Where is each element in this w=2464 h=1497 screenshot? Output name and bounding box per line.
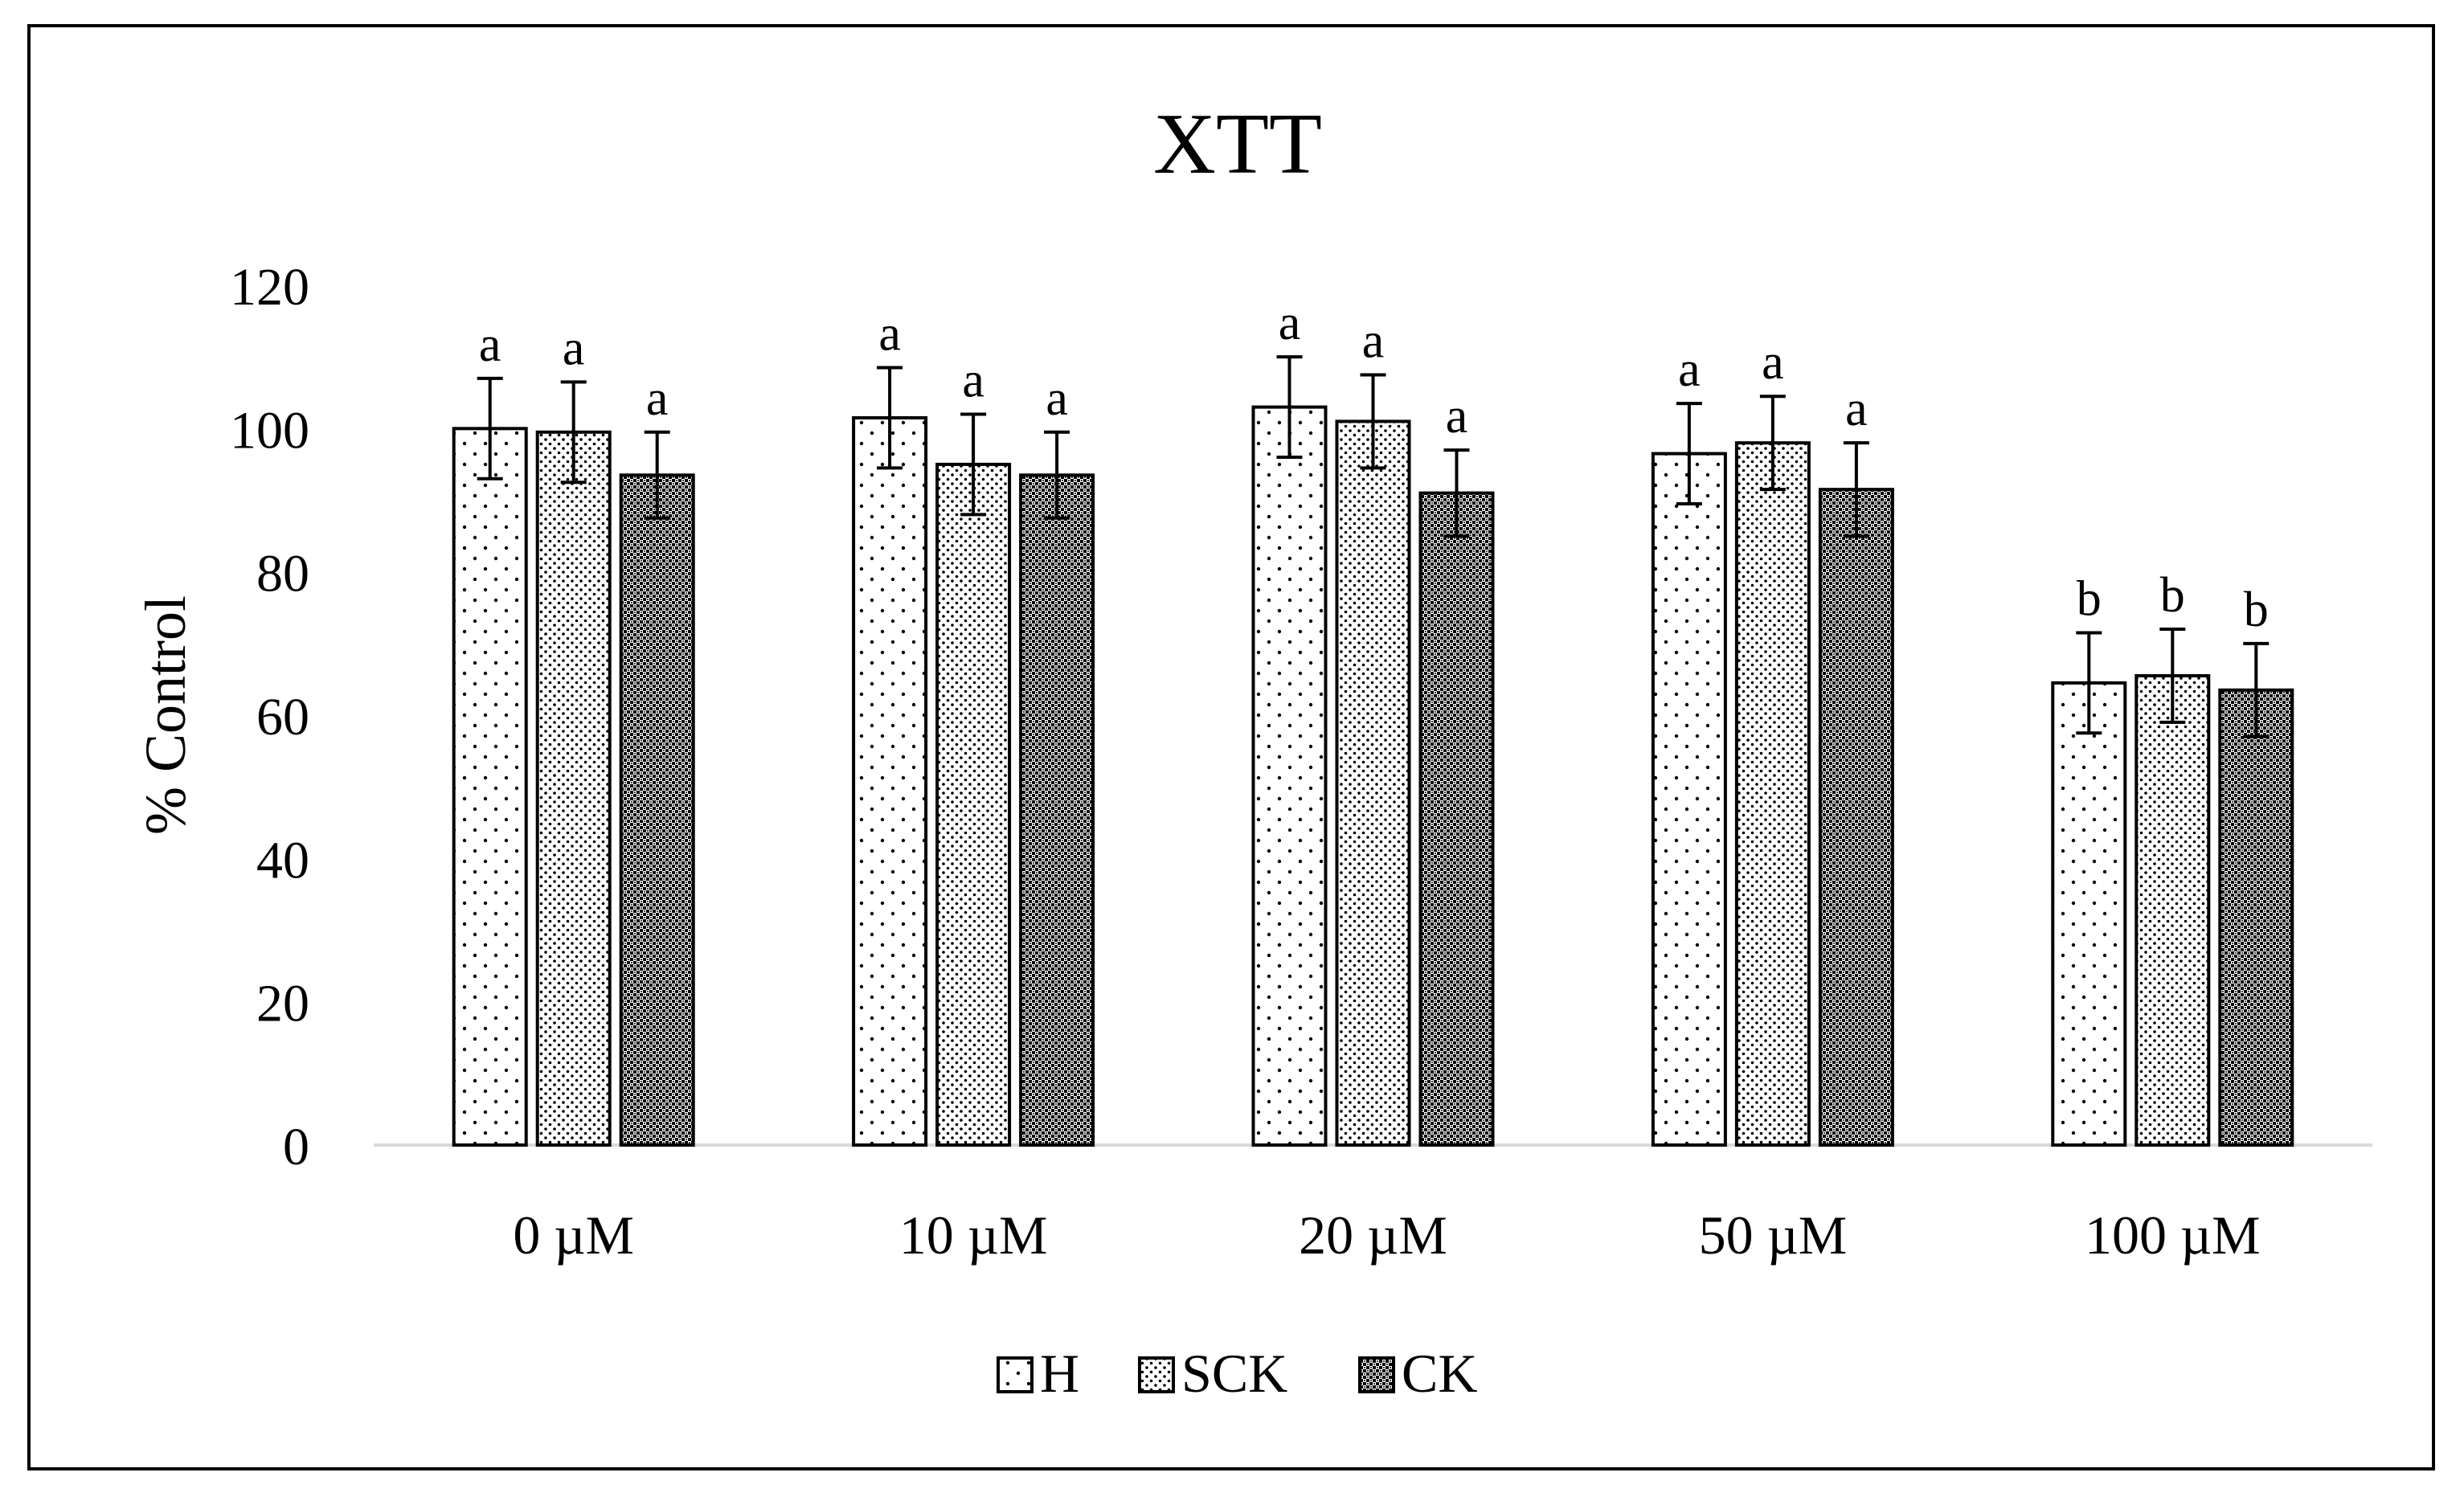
error-bar xyxy=(560,380,587,485)
x-tick-label: 0 µM xyxy=(513,1205,634,1266)
bar-sck-0 xyxy=(535,430,612,1147)
error-bar xyxy=(1276,355,1303,459)
y-tick-label: 60 xyxy=(256,688,309,746)
y-axis-label: % Control xyxy=(133,595,198,835)
significance-label: b xyxy=(2160,568,2185,623)
significance-label: b xyxy=(2244,583,2269,637)
legend-swatch xyxy=(1138,1356,1175,1393)
chart-frame xyxy=(27,24,2435,1470)
y-tick-label: 0 xyxy=(283,1118,309,1176)
error-bar xyxy=(1843,441,1869,538)
significance-label: a xyxy=(479,317,501,372)
bar-ck-3 xyxy=(1818,488,1894,1147)
legend-label: CK xyxy=(1402,1343,1477,1404)
error-bar xyxy=(644,430,670,520)
y-tick-label: 80 xyxy=(256,545,309,603)
y-tick-label: 100 xyxy=(230,401,309,460)
error-bar xyxy=(1676,402,1702,505)
y-tick-label: 40 xyxy=(256,831,309,890)
y-axis-ticks: 0 20 40 60 80 100 120 xyxy=(230,258,309,1176)
bar-h-1 xyxy=(852,415,928,1147)
significance-label: a xyxy=(1845,382,1868,436)
y-tick-label: 20 xyxy=(256,975,309,1033)
x-tick-label: 20 µM xyxy=(1299,1205,1447,1266)
bar-ck-2 xyxy=(1418,491,1495,1147)
bar-sck-4 xyxy=(2135,673,2211,1147)
legend-item-ck: CK xyxy=(1358,1343,1477,1404)
error-bar xyxy=(1044,430,1070,520)
bar-h-3 xyxy=(1651,452,1727,1147)
legend-label: SCK xyxy=(1181,1343,1287,1404)
bar-ck-0 xyxy=(619,473,695,1147)
error-bar xyxy=(2076,631,2102,735)
bar-sck-1 xyxy=(935,462,1012,1147)
bar-sck-3 xyxy=(1734,441,1811,1147)
chart-title: XTT xyxy=(1153,96,1322,192)
error-bar xyxy=(477,376,503,481)
x-tick-label: 10 µM xyxy=(899,1205,1048,1266)
error-bar xyxy=(960,412,987,517)
significance-label: a xyxy=(1762,335,1784,390)
y-tick-label: 120 xyxy=(230,258,309,317)
legend-swatch xyxy=(1358,1356,1395,1393)
error-bar xyxy=(1360,373,1386,470)
bars: a a a a a a a a a a a a b b b xyxy=(452,296,2294,1147)
bar-ck-1 xyxy=(1019,473,1095,1147)
x-tick-label: 50 µM xyxy=(1699,1205,1848,1266)
significance-label: a xyxy=(1446,389,1468,444)
error-bar xyxy=(1443,448,1470,538)
bar-h-0 xyxy=(452,427,528,1147)
bar-h-2 xyxy=(1251,405,1328,1147)
bar-sck-2 xyxy=(1335,419,1411,1147)
significance-label: a xyxy=(646,371,669,426)
significance-label: a xyxy=(1279,296,1301,350)
legend-label: H xyxy=(1040,1343,1079,1404)
significance-label: a xyxy=(563,321,585,375)
legend-item-h: H xyxy=(997,1343,1079,1404)
significance-label: a xyxy=(878,307,901,362)
significance-label: b xyxy=(2077,571,2102,626)
error-bar xyxy=(2243,641,2270,738)
legend: H SCK CK xyxy=(997,1343,1477,1404)
significance-label: a xyxy=(962,354,984,408)
x-axis-ticks: 0 µM 10 µM 20 µM 50 µM 100 µM xyxy=(513,1205,2260,1266)
legend-swatch xyxy=(997,1356,1033,1393)
significance-label: a xyxy=(1046,371,1068,426)
x-tick-label: 100 µM xyxy=(2085,1205,2261,1266)
bar-ck-4 xyxy=(2218,688,2294,1147)
significance-label: a xyxy=(1678,342,1701,397)
significance-label: a xyxy=(1362,313,1385,368)
error-bar xyxy=(1759,395,1786,492)
bar-h-4 xyxy=(2051,681,2127,1147)
error-bar xyxy=(877,366,903,470)
legend-item-sck: SCK xyxy=(1138,1343,1287,1404)
error-bar xyxy=(2159,628,2186,724)
